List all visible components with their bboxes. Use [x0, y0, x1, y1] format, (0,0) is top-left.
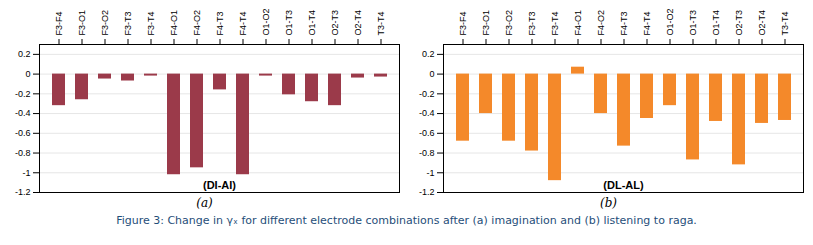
svg-text:O2-T4: O2-T4 — [756, 10, 766, 36]
svg-text:F3-T3: F3-T3 — [122, 11, 132, 35]
svg-text:F4-T4: F4-T4 — [641, 11, 651, 35]
svg-text:O1-O2: O1-O2 — [260, 8, 270, 35]
svg-text:0.2: 0.2 — [421, 49, 434, 59]
svg-text:O1-T3: O1-T3 — [283, 10, 293, 36]
svg-text:T3-T4: T3-T4 — [779, 11, 789, 35]
svg-text:F3-T3: F3-T3 — [526, 11, 536, 35]
svg-text:F4-O1: F4-O1 — [168, 10, 178, 36]
svg-text:F3-F4: F3-F4 — [53, 11, 63, 35]
svg-text:F3-O1: F3-O1 — [76, 10, 86, 36]
svg-text:O2-T4: O2-T4 — [352, 10, 362, 36]
svg-text:O1-T4: O1-T4 — [710, 10, 720, 36]
svg-text:F3-O2: F3-O2 — [503, 10, 513, 36]
svg-text:-0.4: -0.4 — [418, 108, 434, 118]
svg-text:-0.2: -0.2 — [14, 89, 30, 99]
svg-text:F3-O2: F3-O2 — [99, 10, 109, 36]
svg-text:F4-T3: F4-T3 — [214, 11, 224, 35]
svg-text:-1.2: -1.2 — [14, 187, 30, 196]
svg-text:F3-T4: F3-T4 — [549, 11, 559, 35]
svg-text:F3-F4: F3-F4 — [457, 11, 467, 35]
svg-text:-0.8: -0.8 — [418, 148, 434, 158]
svg-text:F3-O1: F3-O1 — [480, 10, 490, 36]
svg-text:-0.2: -0.2 — [418, 89, 434, 99]
svg-text:F4-O1: F4-O1 — [572, 10, 582, 36]
svg-text:-1: -1 — [426, 168, 434, 178]
svg-text:F4-O2: F4-O2 — [595, 10, 605, 36]
svg-text:F4-T4: F4-T4 — [237, 11, 247, 35]
html-text:(b): (b) — [600, 196, 617, 210]
svg-text:O2-T3: O2-T3 — [733, 10, 743, 36]
svg-text:0: 0 — [429, 69, 434, 79]
svg-text:-1.2: -1.2 — [418, 187, 434, 196]
svg-text:-1: -1 — [22, 168, 30, 178]
svg-text:O1-O2: O1-O2 — [664, 8, 674, 35]
svg-text:-0.8: -0.8 — [14, 148, 30, 158]
svg-text:0: 0 — [25, 69, 30, 79]
svg-text:-0.6: -0.6 — [418, 128, 434, 138]
svg-text:(DL-AL): (DL-AL) — [603, 179, 644, 191]
svg-text:0.2: 0.2 — [17, 49, 30, 59]
svg-text:-0.6: -0.6 — [14, 128, 30, 138]
html-text:Figure 3: Change in γₓ for dif: Figure 3: Change in γₓ for different ele… — [116, 214, 697, 227]
svg-text:O1-T3: O1-T3 — [687, 10, 697, 36]
html-text:(a): (a) — [196, 196, 213, 210]
svg-text:O2-T3: O2-T3 — [329, 10, 339, 36]
svg-text:O1-T4: O1-T4 — [306, 10, 316, 36]
svg-text:F4-O2: F4-O2 — [191, 10, 201, 36]
svg-text:T3-T4: T3-T4 — [375, 11, 385, 35]
svg-text:F4-T3: F4-T3 — [618, 11, 628, 35]
svg-text:-0.4: -0.4 — [14, 108, 30, 118]
svg-text:F3-T4: F3-T4 — [145, 11, 155, 35]
svg-text:(DI-AI): (DI-AI) — [203, 179, 236, 191]
